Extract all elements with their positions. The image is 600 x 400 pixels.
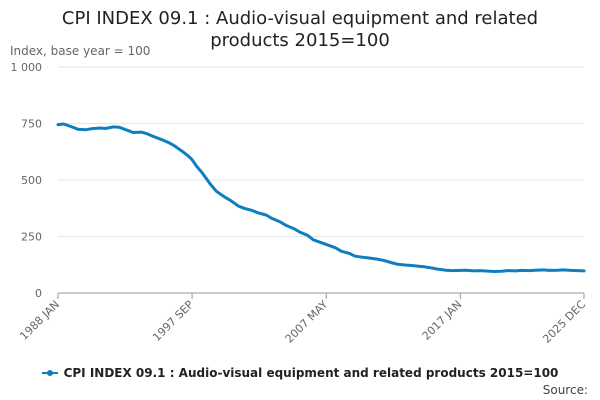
legend-series-marker [41, 369, 58, 376]
y-tick-label: 0 [35, 287, 42, 300]
y-tick-label: 500 [21, 174, 42, 187]
y-axis-label: Index, base year = 100 [10, 44, 151, 58]
legend[interactable]: CPI INDEX 09.1 : Audio-visual equipment … [0, 366, 600, 380]
series-line [56, 122, 586, 273]
y-tick-label: 1 000 [11, 61, 43, 74]
chart-title: CPI INDEX 09.1 : Audio-visual equipment … [0, 8, 600, 52]
x-tick-label: 1988 JAN [17, 298, 62, 343]
x-tick-label: 2007 MAY [283, 298, 331, 346]
y-tick-label: 250 [21, 231, 42, 244]
source-label: Source: [542, 383, 588, 397]
x-tick-label: 1997 SEP [150, 298, 196, 344]
x-tick-label: 2017 JAN [420, 298, 465, 343]
y-tick-label: 750 [21, 118, 42, 131]
x-tick-label: 2025 DEC [540, 298, 588, 346]
legend-series-label: CPI INDEX 09.1 : Audio-visual equipment … [63, 366, 559, 380]
chart-title-line-1: CPI INDEX 09.1 : Audio-visual equipment … [61, 8, 539, 29]
chart-title-line-2: products 2015=100 [210, 30, 390, 51]
